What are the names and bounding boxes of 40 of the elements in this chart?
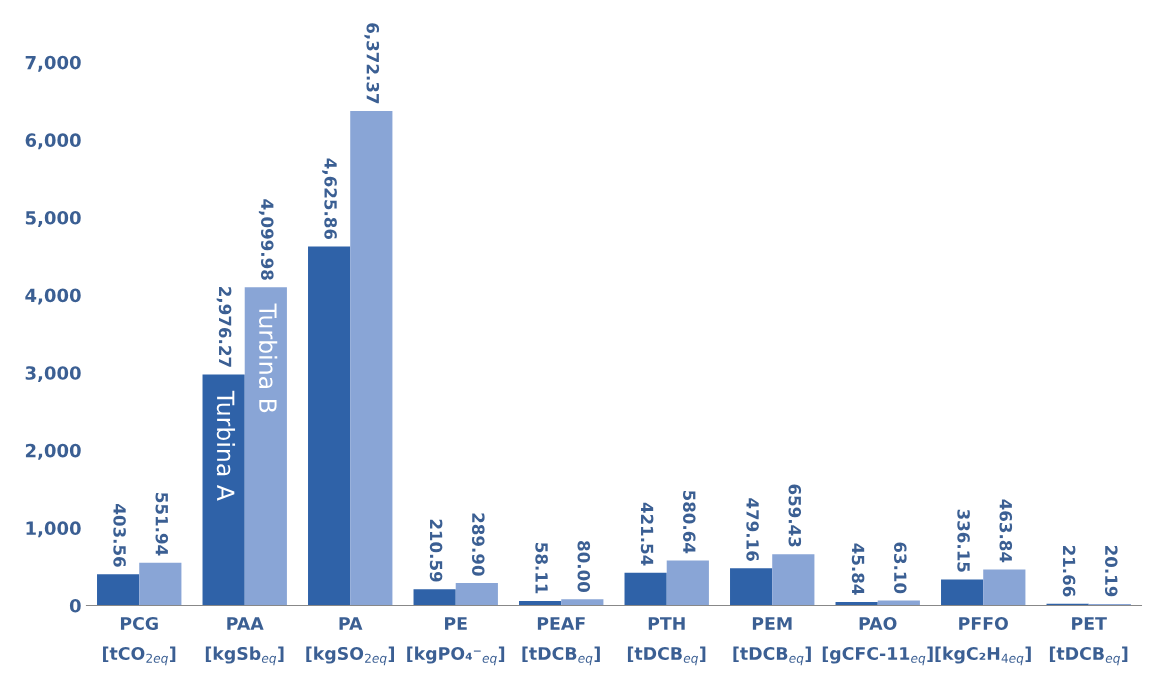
data-label: 6,372.37 — [364, 23, 380, 104]
data-label: 210.59 — [429, 519, 443, 582]
x-tick-label: PET [tDCB$_{eq}$] — [1049, 617, 1128, 666]
data-label: 20.19 — [1104, 546, 1118, 597]
y-tick-label: 3,000 — [25, 366, 81, 383]
data-label: 2,976.27 — [216, 287, 232, 367]
data-label: 289.90 — [471, 513, 485, 576]
data-label: 63.10 — [893, 542, 907, 594]
y-tick-label: 2,000 — [25, 443, 81, 460]
y-tick-label: 5,000 — [25, 210, 81, 227]
data-label: 421.54 — [640, 502, 654, 566]
x-tick-label: PCG [tCO$_{2eq}$] — [103, 616, 176, 666]
y-tick-label: 1,000 — [26, 521, 81, 538]
x-tick-label: PFFO [kgC₂H$_{4eq}$] — [935, 616, 1031, 666]
data-label: 403.56 — [113, 504, 126, 567]
y-tick-label: 0 — [69, 598, 81, 613]
data-label: 479.16 — [746, 498, 759, 561]
data-label: 580.64 — [682, 490, 696, 554]
series-label: Turbina A — [216, 390, 236, 501]
x-tick-label: PAA [kgSb$_{eq}$] — [205, 617, 284, 666]
x-tick-label: PA [kgSO$_{2eq}$] — [306, 617, 394, 666]
data-label: 4,625.86 — [322, 158, 337, 240]
x-tick-label: PEM [tDCB$_{eq}$] — [733, 617, 811, 666]
y-tick-label: 4,000 — [25, 288, 81, 305]
data-label: 659.43 — [788, 484, 802, 547]
x-tick-label: PTH [tDCB$_{eq}$] — [627, 617, 706, 666]
data-label: 4,099.98 — [258, 199, 274, 280]
data-label: 336.15 — [957, 509, 970, 572]
x-tick-label: PE [kgPO₄⁻$_{eq}$] — [407, 617, 505, 666]
data-label: 45.84 — [851, 543, 865, 595]
data-label: 21.66 — [1062, 545, 1076, 597]
data-label: 80.00 — [577, 541, 591, 592]
y-tick-label: 7,000 — [25, 55, 81, 72]
series-label: Turbina B — [258, 303, 278, 413]
x-tick-label: PAO [gCFC-11$_{eq}$] — [822, 616, 933, 666]
y-tick-label: 6,000 — [25, 133, 81, 150]
data-label: 463.84 — [999, 499, 1013, 563]
data-label: 551.94 — [155, 493, 169, 556]
x-tick-label: PEAF [tDCB$_{eq}$] — [522, 617, 600, 666]
data-label: 58.11 — [535, 543, 548, 594]
